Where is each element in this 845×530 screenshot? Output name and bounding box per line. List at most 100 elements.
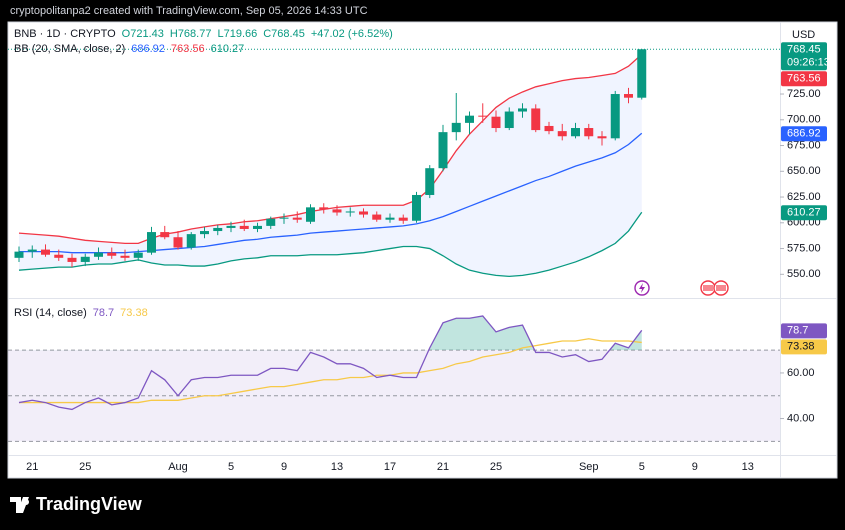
price-label: 09:26:13 <box>787 57 830 69</box>
candle-body <box>359 211 368 215</box>
candle-body <box>266 218 276 226</box>
y-tick-label: 650.00 <box>787 165 821 177</box>
brand: TradingView <box>10 494 143 514</box>
candle-body <box>80 256 90 262</box>
price-label: 78.7 <box>787 325 808 337</box>
candle-body <box>226 225 236 228</box>
legend-value: 73.38 <box>120 307 148 319</box>
x-tick-label: 17 <box>384 461 396 473</box>
candle-body <box>412 194 421 221</box>
candle-body <box>94 252 103 257</box>
brand-logo <box>10 497 30 513</box>
candle-body <box>213 227 223 232</box>
candle-body <box>465 115 474 123</box>
candle-body <box>200 231 209 235</box>
candle-body <box>451 122 461 133</box>
candle-body <box>173 237 183 248</box>
price-label-box <box>781 42 827 71</box>
y-tick-label: 550.00 <box>787 268 821 280</box>
candle-body <box>133 252 143 258</box>
candle-body <box>584 128 594 137</box>
candle-body <box>438 132 448 169</box>
axes: 550.00575.00600.00625.00650.00675.00700.… <box>26 42 830 473</box>
candle-body <box>345 211 355 213</box>
legend-value: 763.56 <box>171 43 205 55</box>
candle-body <box>319 207 329 210</box>
y-tick-label: 700.00 <box>787 114 821 126</box>
candle-body <box>253 225 262 229</box>
legend-ohlc: H768.77 <box>170 28 212 40</box>
candle-body <box>54 254 64 258</box>
price-label: 73.38 <box>787 341 815 353</box>
x-tick-label: 25 <box>79 461 91 473</box>
x-tick-label: Sep <box>579 461 599 473</box>
panel <box>7 21 838 479</box>
x-tick-label: 13 <box>331 461 343 473</box>
rsi-overbought-fill <box>19 315 642 351</box>
candle-body <box>478 115 488 117</box>
event-icon <box>639 283 645 293</box>
candle-body <box>147 232 156 253</box>
legend-value: 78.7 <box>93 307 114 319</box>
price-label-box <box>781 126 827 142</box>
y-tick-label: 675.00 <box>787 139 821 151</box>
legend-ohlc: O721.43 <box>122 28 164 40</box>
candle-body <box>491 116 501 129</box>
price-label-box <box>781 339 827 355</box>
x-tick-label: 21 <box>437 461 449 473</box>
candle-body <box>624 94 633 98</box>
candle-body <box>41 249 50 255</box>
event-icon <box>703 285 713 291</box>
candle-body <box>292 217 302 220</box>
candle-body <box>372 214 382 220</box>
candle-body <box>186 234 196 248</box>
x-tick-label: 9 <box>281 461 287 473</box>
legend-indicator: RSI (14, close) <box>14 307 87 319</box>
plot <box>8 48 780 442</box>
bb-line <box>18 211 643 278</box>
bb-fill <box>19 54 642 277</box>
brand-name: TradingView <box>36 494 143 514</box>
candle-body <box>67 257 77 262</box>
legend-rsi: RSI (14, close) 78.7 73.38 <box>14 307 148 319</box>
event-icons <box>634 280 729 296</box>
candle-body <box>239 225 249 229</box>
x-tick-label: 5 <box>228 461 234 473</box>
y-tick-label: 60.00 <box>787 367 815 379</box>
legend-ohlc: C768.45 <box>263 28 305 40</box>
candle-body <box>14 251 24 258</box>
x-tick-label: Aug <box>168 461 188 473</box>
candle-body <box>160 232 170 238</box>
legend-ohlc: +47.02 (+6.52%) <box>311 28 393 40</box>
bb-line <box>18 53 643 245</box>
x-tick-label: 13 <box>742 461 754 473</box>
candle-body <box>398 217 408 221</box>
event-icon <box>716 285 726 291</box>
candle-body <box>306 207 315 222</box>
candle-body <box>504 111 514 129</box>
candle-body <box>120 255 130 258</box>
legend-value: 686.92 <box>131 43 165 55</box>
price-label: 686.92 <box>787 128 821 140</box>
legend-symbol-name: BNB · 1D · CRYPTO <box>14 28 116 40</box>
header: cryptopolitanpa2 created with TradingVie… <box>10 5 368 17</box>
y-tick-label: 40.00 <box>787 412 815 424</box>
candle-body <box>571 128 580 137</box>
candle-body <box>27 249 37 252</box>
x-tick-label: 5 <box>639 461 645 473</box>
legend-ohlc: L719.66 <box>217 28 257 40</box>
x-tick-label: 25 <box>490 461 502 473</box>
legend-bb: BB (20, SMA, close, 2) 686.92 763.56 610.27 <box>14 43 244 55</box>
candle-body <box>637 49 647 98</box>
candle-body <box>107 252 117 256</box>
currency: USD <box>792 29 815 41</box>
price-label-box <box>781 205 827 221</box>
candle-body <box>557 131 567 137</box>
legend-value: 610.27 <box>211 43 245 55</box>
candle-body <box>531 108 541 131</box>
price-label: 768.45 <box>787 44 821 56</box>
candle-body <box>610 94 620 139</box>
candle-body <box>279 217 289 219</box>
